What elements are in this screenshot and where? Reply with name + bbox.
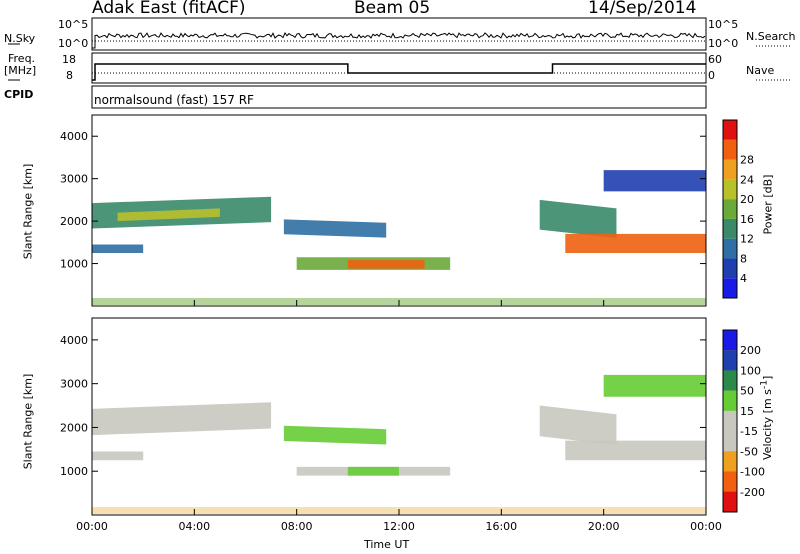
power-ytick-label-0: 1000 [60,258,88,271]
power-patch-7 [565,233,706,253]
velocity-colorbar-seg-top-0 [723,330,737,351]
freq-trace [92,63,706,81]
freq-label-line1: Freq. [8,52,36,65]
x-tick-label-3: 12:00 [383,520,415,533]
x-tick-label-2: 08:00 [281,520,313,533]
power-colorbar-tick-6: 28 [740,154,754,167]
velocity-colorbar-tick-1: 100 [740,364,761,377]
nsky-tick-bottom: 10^0 [58,37,89,50]
x-tick-label-6: 00:00 [690,520,722,533]
nave-tick-top: 60 [708,53,722,66]
cpid-strip-frame [91,85,707,109]
velocity-colorbar-seg-top-3 [723,390,737,411]
nsky-label: N.Sky [4,32,36,45]
velocity-patch-2 [283,425,387,445]
velocity-colorbar-frame [722,329,738,513]
velocity-patch-1 [92,451,144,461]
cpid-text: normalsound (fast) 157 RF [94,93,254,107]
velocity-colorbar-tick-6: -100 [740,466,765,479]
date-title: 14/Sep/2014 [588,0,697,18]
power-colorbar-seg-7 [723,139,737,160]
nsky-tick-top: 10^5 [58,18,89,31]
power-colorbar-tick-0: 4 [740,272,747,285]
power-patch-5 [347,260,425,269]
power-patch-3 [283,219,387,238]
velocity-patch-4 [347,466,399,476]
power-colorbar-seg-1 [723,258,737,279]
velocity-ytick-label-3: 4000 [60,334,88,347]
power-colorbar-seg-2 [723,238,737,259]
power-colorbar-tick-5: 24 [740,173,754,186]
velocity-colorbar-seg-top-2 [723,370,737,391]
velocity-colorbar-tick-4: -15 [740,425,758,438]
power-ytick-label-1: 2000 [60,215,88,228]
power-patch-6 [539,199,617,239]
cpid-label: CPID [4,88,34,101]
nsky-strip-frame [91,17,707,51]
power-colorbar-seg-0 [723,278,737,298]
x-tick-label-0: 00:00 [76,520,108,533]
power-patch-8 [603,170,706,192]
nsearch-tick-bottom: 10^0 [708,37,739,50]
velocity-colorbar-tick-5: -50 [740,445,758,458]
power-colorbar-tick-2: 12 [740,233,754,246]
nave-tick-bottom: 0 [708,69,715,82]
freq-tick-bottom: 8 [66,69,73,82]
power-colorbar-seg-6 [723,159,737,180]
velocity-colorbar-tick-7: -200 [740,486,765,499]
velocity-patch-5 [539,405,617,445]
x-tick-label-5: 20:00 [588,520,620,533]
nsearch-label: N.Search [746,30,796,43]
nsky-trace [92,32,706,49]
velocity-colorbar-seg-top-7 [723,471,737,492]
velocity-colorbar-seg-top-1 [723,350,737,371]
power-ytick-label-2: 3000 [60,173,88,186]
freq-strip-frame [91,52,707,84]
x-tick-label-4: 16:00 [485,520,517,533]
velocity-ytick-label-0: 1000 [60,465,88,478]
power-colorbar-seg-8 [723,120,737,140]
velocity-patch-0 [92,402,272,436]
velocity-ytick-label-1: 2000 [60,421,88,434]
power-colorbar-tick-1: 8 [740,252,747,265]
power-colorbar-frame [722,119,738,299]
power-ytick-label-3: 4000 [60,130,88,143]
station-title: Adak East (fitACF) [92,0,246,18]
x-axis-label: Time UT [364,538,410,551]
velocity-colorbar-seg-top-8 [723,491,737,512]
power-colorbar-seg-5 [723,179,737,200]
velocity-colorbar-seg-top-5 [723,431,737,452]
power-patch-1 [92,244,144,253]
velocity-colorbar-seg-top-6 [723,451,737,472]
velocity-patch-6 [565,440,706,461]
velocity-ytick-label-2: 3000 [60,378,88,391]
velocity-colorbar-tick-0: 200 [740,344,761,357]
nave-label: Nave [746,64,775,77]
freq-label-line2: [MHz] [4,64,37,77]
velocity-patch-7 [603,374,706,397]
velocity-colorbar-seg-top-4 [723,410,737,432]
freq-tick-top: 18 [62,53,76,66]
nsearch-tick-top: 10^5 [708,18,739,31]
power-colorbar-seg-4 [723,199,737,219]
power-colorbar-seg-3 [723,218,737,239]
power-colorbar-tick-4: 20 [740,193,754,206]
velocity-colorbar-tick-2: 50 [740,385,754,398]
power-colorbar-tick-3: 16 [740,213,754,226]
power-patch-2 [117,208,220,222]
velocity-colorbar-tick-3: 15 [740,405,754,418]
x-tick-label-1: 04:00 [178,520,210,533]
beam-title: Beam 05 [354,0,431,18]
